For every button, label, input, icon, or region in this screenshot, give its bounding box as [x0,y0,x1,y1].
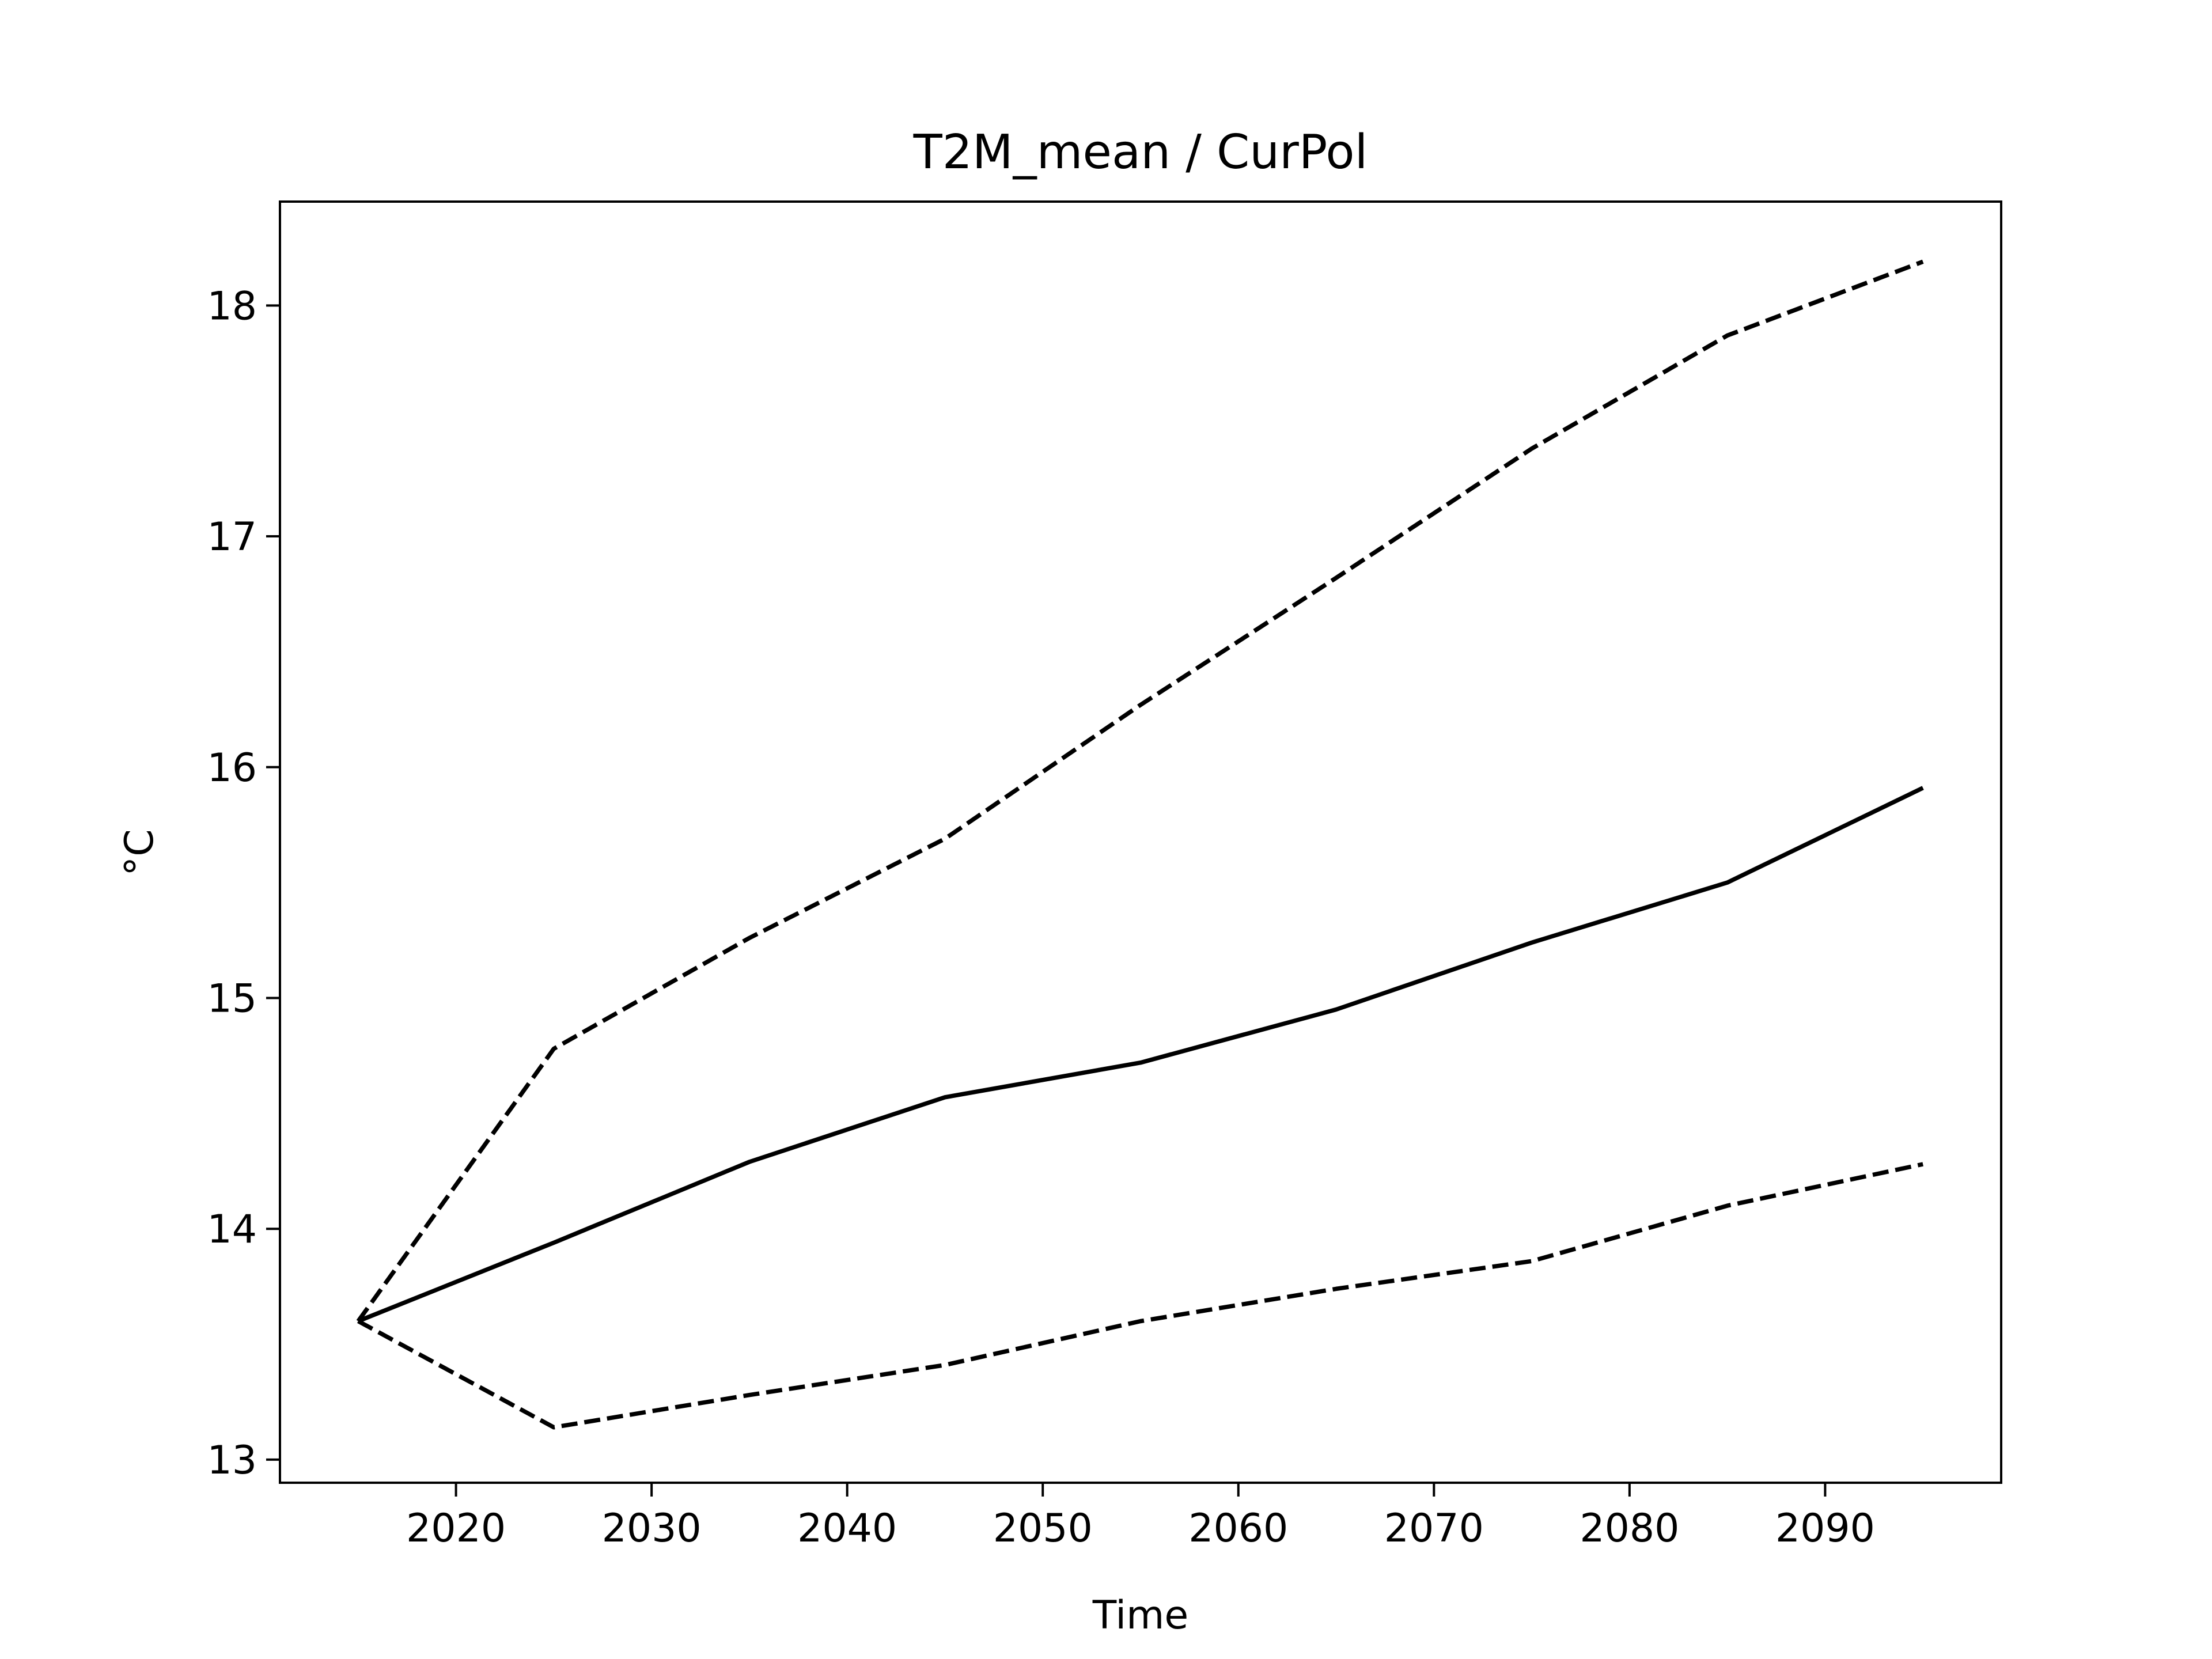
y-tick-label: 13 [207,1438,257,1483]
plot-frame [279,200,2002,1484]
solid-series-line-0 [357,786,1924,1323]
dashed-series-line-2 [357,1162,1923,1430]
x-tick-label: 2080 [1580,1506,1679,1551]
y-axis-label: °C [117,829,162,876]
chart-title: T2M_mean / CurPol [913,125,1368,180]
x-tick-label: 2030 [602,1506,702,1551]
y-tick-label: 14 [207,1207,257,1252]
x-tick-label: 2040 [797,1506,897,1551]
y-axis: 13 14 15 16 17 18 [207,283,280,1483]
y-tick-label: 18 [207,283,257,329]
x-tick-label: 2050 [993,1506,1093,1551]
series-layer [356,259,1924,1430]
dashed-series-line-1 [356,259,1924,1323]
x-tick-label: 2090 [1775,1506,1875,1551]
x-tick-label: 2060 [1188,1506,1288,1551]
y-tick-label: 17 [207,514,257,560]
x-tick-label: 2020 [406,1506,506,1551]
y-tick-label: 15 [207,976,257,1021]
y-tick-label: 16 [207,745,257,791]
x-tick-label: 2070 [1384,1506,1484,1551]
x-axis: 2020 2030 2040 2050 2060 2070 2080 2090 [406,1483,1875,1551]
x-axis-label: Time [1092,1593,1188,1638]
